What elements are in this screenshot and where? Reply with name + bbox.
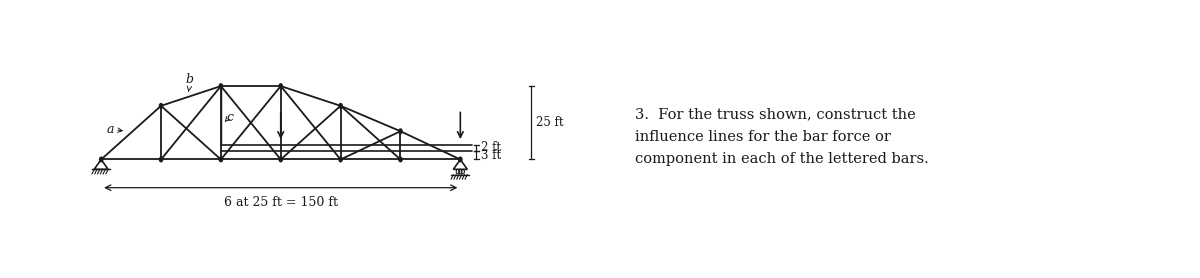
Text: b: b	[186, 73, 194, 86]
Text: 3 ft: 3 ft	[481, 148, 502, 162]
Circle shape	[100, 157, 103, 162]
Text: c: c	[227, 111, 234, 124]
Circle shape	[280, 157, 282, 162]
Circle shape	[398, 129, 402, 133]
Text: a: a	[107, 123, 114, 136]
Text: 2 ft: 2 ft	[481, 141, 502, 154]
Circle shape	[220, 157, 222, 162]
Circle shape	[340, 157, 342, 162]
Circle shape	[280, 84, 282, 88]
Circle shape	[160, 104, 163, 108]
Text: 6 at 25 ft = 150 ft: 6 at 25 ft = 150 ft	[223, 196, 337, 209]
Circle shape	[398, 157, 402, 162]
Text: 3.  For the truss shown, construct the: 3. For the truss shown, construct the	[635, 107, 916, 121]
Circle shape	[160, 157, 163, 162]
Text: component in each of the lettered bars.: component in each of the lettered bars.	[635, 152, 929, 167]
Text: influence lines for the bar force or: influence lines for the bar force or	[635, 130, 890, 144]
Circle shape	[340, 104, 342, 108]
Circle shape	[458, 157, 462, 162]
Circle shape	[220, 84, 222, 88]
Text: 25 ft: 25 ft	[536, 116, 564, 129]
